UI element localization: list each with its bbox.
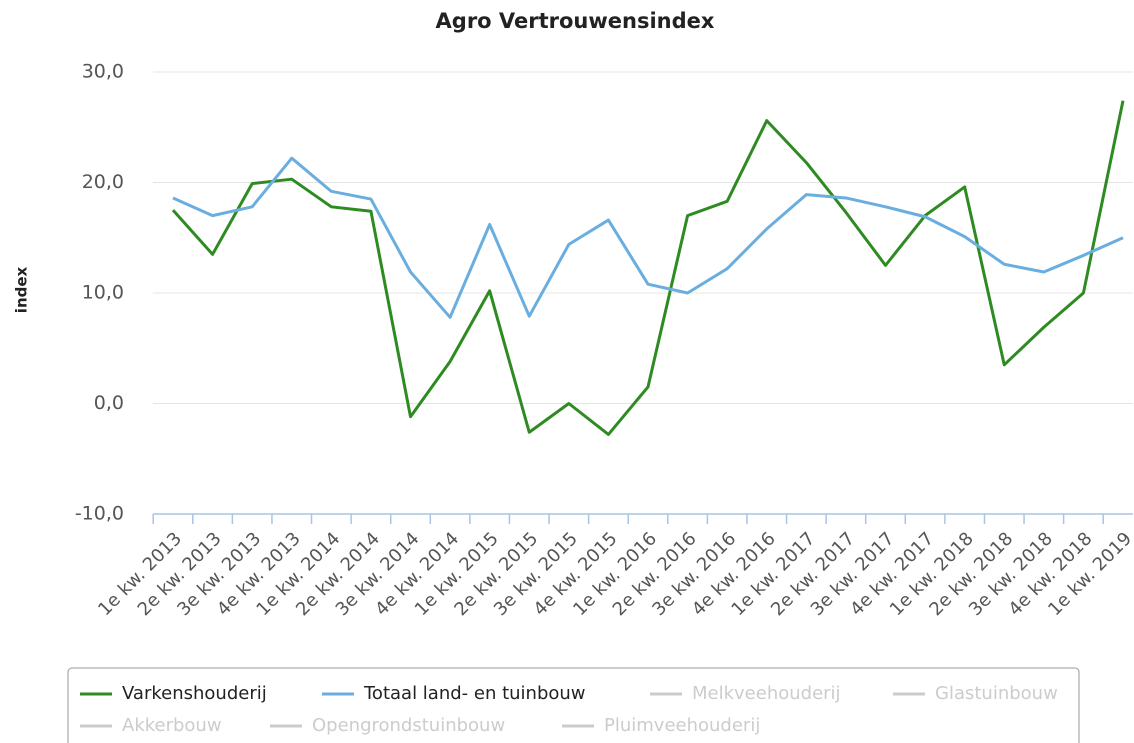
legend-label: Totaal land- en tuinbouw [363, 683, 586, 704]
y-axis-label: index [13, 266, 31, 313]
legend-label: Opengrondstuinbouw [312, 715, 505, 736]
y-tick-label: -10,0 [75, 503, 124, 525]
y-tick-label: 0,0 [94, 392, 124, 414]
legend-box [67, 667, 1080, 743]
y-tick-label: 20,0 [82, 171, 124, 193]
y-tick-label: 10,0 [82, 282, 124, 304]
legend-label: Pluimveehouderij [604, 715, 760, 736]
legend-label: Melkveehouderij [692, 683, 841, 704]
series-line [171, 100, 1125, 436]
legend-label: Glastuinbouw [935, 683, 1058, 704]
legend-label: Akkerbouw [122, 715, 222, 736]
chart-title: Agro Vertrouwensindex [436, 9, 715, 33]
legend-label: Varkenshouderij [122, 683, 267, 704]
y-tick-label: 30,0 [82, 61, 124, 83]
series-line [172, 156, 1124, 319]
